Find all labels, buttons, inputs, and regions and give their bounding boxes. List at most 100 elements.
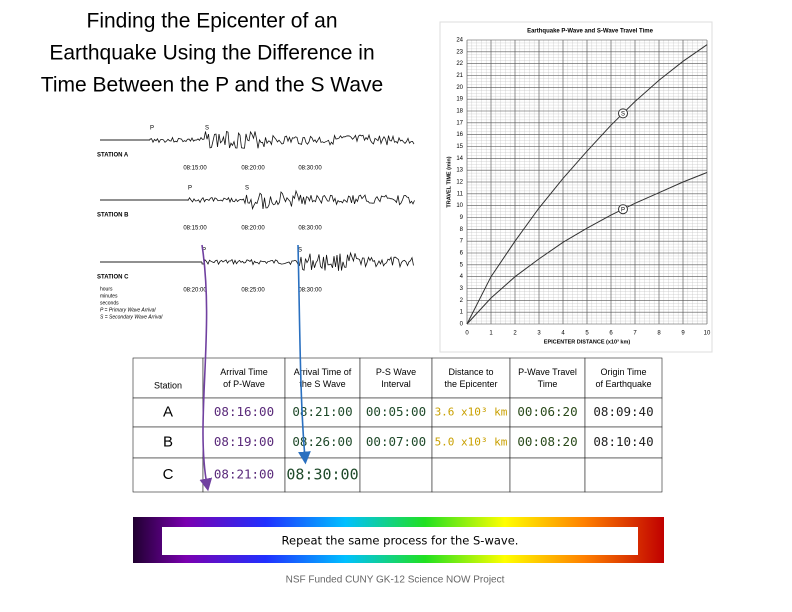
time-label: 08:15:00 (183, 226, 207, 232)
y-tick-label: 5 (460, 262, 464, 268)
header-cell: Arrival Time of P-Wave (220, 367, 268, 389)
x-tick-label: 8 (657, 331, 661, 337)
x-tick-label: 6 (609, 331, 613, 337)
travel-curve (466, 172, 708, 325)
x-tick-label: 4 (561, 331, 565, 337)
y-tick-label: 17 (456, 120, 463, 126)
banner-text: Repeat the same process for the S-wave. (282, 534, 519, 548)
y-tick-label: 20 (456, 85, 463, 91)
y-tick-label: 19 (456, 97, 463, 103)
y-tick-label: 13 (456, 168, 463, 174)
time-label: 08:20:00 (241, 226, 265, 232)
y-tick-label: 6 (460, 251, 464, 257)
y-tick-label: 12 (456, 180, 463, 186)
p-marker: P (202, 248, 206, 254)
station-label: STATION C (97, 275, 129, 281)
y-tick-label: 0 (460, 322, 464, 328)
time-label: 08:30:00 (298, 226, 322, 232)
time-label: 08:20:00 (183, 288, 207, 294)
table-value: 08:30:00 (286, 466, 358, 484)
curve-name: S (621, 111, 625, 117)
key-line: P = Primary Wave Arrival (100, 307, 156, 313)
table-cell (284, 457, 361, 493)
y-tick-label: 16 (456, 132, 463, 138)
x-tick-label: 5 (585, 331, 589, 337)
y-tick-label: 2 (460, 298, 464, 304)
table-cell (359, 397, 433, 428)
table-value: 08:10:40 (593, 434, 653, 449)
table-value: 00:05:00 (366, 404, 426, 419)
banner-box (162, 527, 638, 555)
time-label: 08:20:00 (241, 166, 265, 172)
s-marker: S (205, 126, 209, 132)
table-cell (359, 457, 433, 493)
table-cell (584, 457, 663, 493)
table-cell (509, 457, 586, 493)
table-value: 00:07:00 (366, 434, 426, 449)
x-tick-label: 9 (681, 331, 685, 337)
y-tick-label: 11 (457, 191, 464, 197)
table-value: B (163, 433, 173, 450)
graph-title: Earthquake P-Wave and S-Wave Travel Time (527, 29, 653, 35)
curve-name: P (621, 207, 625, 213)
y-axis-label: TRAVEL TIME (min) (446, 156, 452, 207)
table-cell (584, 357, 663, 399)
p-marker: P (188, 186, 192, 192)
table-cell (509, 357, 586, 399)
title-line: Finding the Epicenter of an (87, 10, 338, 33)
graph-frame (439, 21, 713, 353)
seismogram-trace (187, 189, 415, 211)
table-value: 08:26:00 (292, 434, 352, 449)
table-value: C (163, 466, 174, 483)
table-cell (584, 426, 663, 459)
table-cell (431, 457, 511, 493)
x-axis-label: EPICENTER DISTANCE (x10³ km) (544, 338, 631, 345)
table-value: 08:19:00 (214, 434, 274, 449)
y-tick-label: 3 (460, 286, 464, 292)
key-line: hours (100, 286, 113, 292)
x-tick-label: 0 (465, 331, 469, 337)
y-tick-label: 24 (456, 38, 463, 44)
station-label: STATION A (97, 153, 129, 159)
p-arrow (199, 244, 213, 492)
table-cell (132, 357, 204, 399)
table-cell (284, 357, 361, 399)
y-tick-label: 18 (456, 109, 463, 115)
x-tick-label: 3 (537, 331, 541, 337)
time-label: 08:25:00 (241, 288, 265, 294)
x-tick-label: 10 (704, 331, 711, 337)
table-value: 00:08:20 (517, 434, 577, 449)
table-cell (359, 426, 433, 459)
table-value: 3.6 x10³ km (435, 406, 508, 419)
seismogram-trace (149, 130, 415, 149)
title-line: Earthquake Using the Difference in (49, 42, 374, 65)
seismogram-trace (201, 251, 414, 271)
key-line: S = Secondary Wave Arrival (100, 314, 163, 320)
header-cell: Origin Time of Earthquake (595, 367, 651, 389)
table-cell (132, 426, 204, 459)
table-cell (431, 426, 511, 459)
table-cell (284, 426, 361, 459)
header-cell: Distance to the Epicenter (444, 367, 497, 389)
header-cell: Station (154, 380, 182, 390)
key-line: seconds (100, 300, 119, 306)
y-tick-label: 4 (460, 274, 464, 280)
table-cell (202, 457, 286, 493)
station-label: STATION B (97, 213, 129, 219)
table-cell (584, 397, 663, 428)
travel-curve (466, 44, 708, 325)
y-tick-label: 15 (456, 144, 463, 150)
time-label: 08:15:00 (183, 166, 207, 172)
table-value: 00:06:20 (517, 404, 577, 419)
table-cell (202, 357, 286, 399)
y-tick-label: 23 (456, 49, 463, 55)
y-tick-label: 1 (460, 310, 464, 316)
y-tick-label: 8 (460, 227, 464, 233)
footer: NSF Funded CUNY GK-12 Science NOW Projec… (286, 575, 505, 586)
curve-tag (618, 204, 628, 215)
table-cell (359, 357, 433, 399)
table-cell (132, 457, 204, 493)
time-label: 08:30:00 (298, 288, 322, 294)
time-label: 08:30:00 (298, 166, 322, 172)
